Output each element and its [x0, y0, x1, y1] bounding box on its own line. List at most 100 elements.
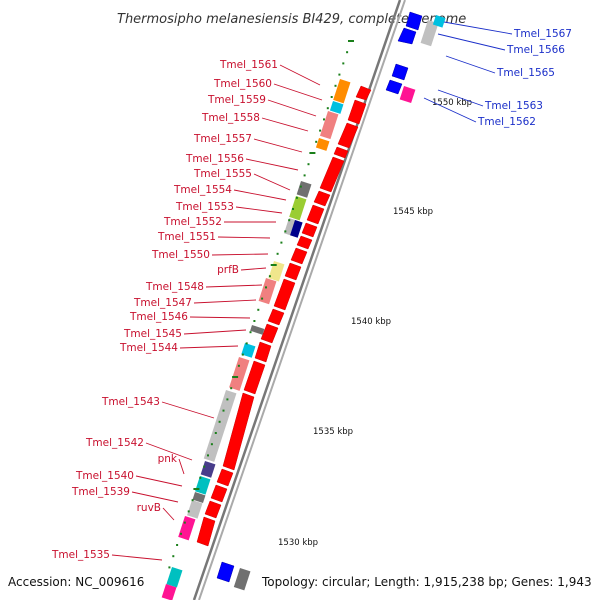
- gene-label-tmel_1548: Tmel_1548: [145, 281, 204, 293]
- gene-arrow-fwd: [267, 308, 285, 326]
- gene-arrow-rev: [405, 11, 423, 31]
- scale-tick-mark: [230, 387, 233, 390]
- gene-label-tmel_1559: Tmel_1559: [207, 94, 266, 106]
- gene-block: [268, 261, 285, 282]
- gene-label-tmel_1556: Tmel_1556: [185, 153, 244, 165]
- scale-tick-mark: [268, 275, 271, 278]
- scale-tick-mark: [284, 230, 287, 233]
- leader-line: [135, 475, 183, 487]
- forward-strand-genes: [196, 85, 372, 547]
- leader-line: [273, 83, 323, 101]
- gene-arrow-fwd: [204, 500, 222, 519]
- gene-arrow-fwd: [333, 146, 349, 159]
- gene-block: [192, 492, 206, 504]
- scale-tick-mark: [309, 152, 316, 154]
- leader-line: [145, 442, 193, 461]
- scale-tick-mark: [253, 320, 256, 322]
- scale-tick-mark: [222, 409, 225, 412]
- scale-tick-mark: [292, 208, 294, 210]
- scale-tick-mark: [193, 488, 200, 490]
- scale-tick-mark: [280, 241, 283, 244]
- gene-arrow-fwd: [313, 190, 331, 207]
- scale-tick-mark: [241, 353, 244, 356]
- leader-line: [235, 206, 283, 214]
- gene-label-tmel_1567: Tmel_1567: [513, 28, 572, 40]
- leader-line: [437, 33, 506, 51]
- annotated-genes: [161, 15, 446, 600]
- gene-label-tmel_1562: Tmel_1562: [477, 116, 536, 128]
- gene-label-tmel_1540: Tmel_1540: [75, 470, 134, 482]
- scale-tick-mark: [326, 107, 329, 110]
- scale-tick-mark: [226, 398, 229, 401]
- gene-arrow-fwd: [296, 235, 313, 250]
- gene-label-tmel_1543: Tmel_1543: [101, 396, 160, 408]
- leader-line: [233, 189, 287, 201]
- scale-tick-mark: [307, 163, 310, 166]
- scale-tick-mark: [346, 51, 349, 54]
- leader-line: [131, 491, 179, 503]
- leader-line: [183, 329, 247, 335]
- gene-block: [329, 101, 344, 114]
- leader-line: [189, 316, 251, 319]
- scale-tick-mark: [187, 510, 190, 513]
- gene-block: [250, 325, 265, 335]
- scale-tick-mark: [270, 264, 277, 266]
- gene-block: [258, 278, 277, 305]
- gene-arrow-fwd: [337, 122, 359, 149]
- gene-arrow-fwd: [196, 516, 216, 547]
- gene-arrow-rev: [397, 27, 417, 45]
- gene-label-tmel_1563: Tmel_1563: [484, 100, 543, 112]
- leader-line: [205, 284, 263, 288]
- gene-label-tmel_1554: Tmel_1554: [173, 184, 232, 196]
- scale-tick-mark: [338, 73, 341, 76]
- gene-label-tmel_1555: Tmel_1555: [193, 168, 252, 180]
- scale-tick-mark: [191, 499, 194, 502]
- backbone: [192, 0, 406, 600]
- leader-line: [162, 507, 175, 521]
- gene-block: [161, 584, 177, 600]
- scale-tick-mark: [180, 532, 182, 535]
- leader-line: [161, 401, 215, 419]
- left-gene-labels: Tmel_1561 Tmel_1560 Tmel_1559 Tmel_1558 Tmel…: [51, 59, 323, 561]
- scale-tick-mark: [299, 185, 302, 188]
- gene-block: [289, 196, 307, 221]
- gene-arrow-fwd: [254, 341, 272, 363]
- gene-label-tmel_1565: Tmel_1565: [496, 67, 555, 79]
- gene-label-tmel_1558: Tmel_1558: [201, 112, 260, 124]
- gene-block: [333, 79, 351, 104]
- gene-arrow-fwd: [306, 204, 325, 225]
- scale-tick-mark: [348, 40, 354, 42]
- scale-tick-labels: 1550 kbp 1545 kbp 1540 kbp 1535 kbp 1530…: [278, 98, 472, 548]
- scale-tick-mark: [199, 476, 202, 479]
- scale-tick-mark: [295, 196, 298, 199]
- gene-block: [195, 476, 211, 495]
- gene-label-tmel_1561: Tmel_1561: [219, 59, 278, 71]
- scale-tick-mark: [319, 129, 322, 132]
- scale-tick-mark: [245, 342, 248, 345]
- gene-arrow-fwd: [216, 468, 234, 487]
- gene-label-tmel_1566: Tmel_1566: [506, 44, 565, 56]
- scale-tick-mark: [168, 566, 171, 569]
- topology-label: Topology: circular; Length: 1,915,238 bp…: [261, 575, 592, 589]
- scale-tick-mark: [303, 174, 306, 177]
- scale-tick-mark: [261, 297, 264, 300]
- leader-line: [178, 458, 185, 475]
- leader-line: [211, 253, 269, 256]
- scale-tick-label: 1545 kbp: [393, 207, 433, 217]
- scale-tick-mark: [218, 420, 221, 423]
- leader-line: [443, 21, 513, 35]
- scale-tick-mark: [172, 555, 175, 558]
- gene-block: [178, 516, 196, 541]
- scale-tick-track: [168, 40, 354, 569]
- reverse-strand-genes: [216, 11, 423, 583]
- gene-arrow-fwd: [260, 323, 279, 344]
- gene-arrow-fwd: [243, 360, 266, 395]
- gene-arrow-fwd: [273, 278, 296, 311]
- scale-tick-mark: [176, 544, 179, 546]
- gene-block: [229, 357, 250, 391]
- leader-line: [217, 236, 271, 239]
- gene-label-tmel_1539: Tmel_1539: [71, 486, 130, 498]
- scale-tick-mark: [342, 62, 345, 65]
- gene-label-ruvb: ruvB: [137, 502, 161, 514]
